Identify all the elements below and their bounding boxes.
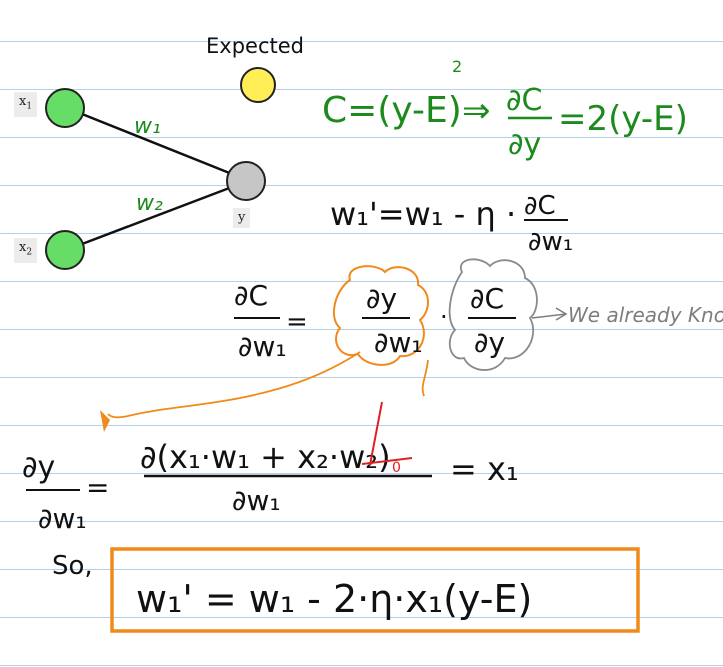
ruled-line	[0, 329, 723, 330]
ruled-line	[0, 41, 723, 42]
link-arrow-orange	[107, 351, 429, 419]
partial-c-text: ∂C	[470, 282, 504, 315]
result-formula: w₁' = w₁ - 2·η·x₁(y-E)	[136, 577, 532, 621]
ruled-line	[0, 665, 723, 666]
partial-w1-text: ∂w₁	[528, 227, 573, 257]
partial-w1-text: ∂w₁	[374, 326, 423, 359]
derivative-equation: ∂y ∂w₁ = ∂(x₁·w₁ + x₂·w₂) ∂w₁ 0 = x₁	[22, 401, 519, 535]
numerator-text: ∂(x₁·w₁ + x₂·w₂)	[140, 438, 391, 476]
input-node-x1[interactable]	[45, 88, 85, 128]
ruled-line	[0, 185, 723, 186]
implies-arrow: ⇒	[462, 91, 491, 131]
so-label: So,	[52, 551, 93, 581]
weight-label-w2: w₂	[136, 191, 163, 216]
edge-w1	[81, 112, 233, 176]
arrow-to-note	[531, 307, 568, 321]
ruled-line	[0, 521, 723, 522]
strike-line	[369, 401, 383, 466]
already-known-note: We already Know it	[568, 303, 723, 327]
highlight-cloud-orange	[332, 265, 429, 366]
partial-y-text: ∂y	[474, 326, 505, 359]
ruled-line	[0, 281, 723, 282]
update-rule: w₁'=w₁ - η · ∂C ∂w₁	[330, 191, 573, 257]
ruled-line	[0, 425, 723, 426]
strike-line	[361, 457, 413, 465]
partial-w1-text: ∂w₁	[238, 330, 287, 363]
expected-label: Expected	[206, 34, 304, 58]
ruled-line	[0, 473, 723, 474]
arrow-head-orange	[100, 410, 110, 432]
cost-definition-text: C=(y-E)	[322, 90, 462, 131]
ruled-line	[0, 569, 723, 570]
highlight-cloud-gray	[448, 258, 538, 371]
update-lhs-text: w₁'=w₁ - η ·	[330, 195, 516, 233]
output-node-y[interactable]	[226, 161, 266, 201]
ruled-line	[0, 233, 723, 234]
result-box	[110, 547, 640, 633]
partial-y-text: ∂y	[22, 450, 55, 485]
chain-rule: ∂C ∂w₁ = ∂y ∂w₁ · ∂C ∂y We already Know …	[234, 258, 723, 371]
partial-c-text: ∂C	[524, 191, 556, 221]
input-node-x2[interactable]	[45, 230, 85, 270]
partial-c-text: ∂C	[234, 279, 268, 312]
partial-w1-text: ∂w₁	[38, 502, 87, 535]
node-label-y: y	[233, 208, 251, 228]
zero-mark: 0	[392, 460, 401, 476]
partial-y-text: ∂y	[508, 127, 541, 162]
equals-sign: =	[286, 307, 308, 337]
partial-c-text: ∂C	[506, 83, 542, 118]
node-label-x1: x1	[14, 92, 38, 117]
exponent-text: 2	[452, 57, 462, 76]
partial-w1-text: ∂w₁	[232, 484, 281, 517]
node-label-x2: x2	[14, 238, 38, 263]
ruled-line	[0, 377, 723, 378]
dot-operator: ·	[440, 303, 448, 331]
weight-label-w1: w₁	[134, 114, 161, 139]
partial-y-text: ∂y	[366, 282, 397, 315]
equals-sign: =	[86, 471, 109, 504]
derivative-result-text: = x₁	[450, 450, 519, 488]
ruled-line	[0, 617, 723, 618]
cost-equation: C=(y-E) 2 ⇒ ∂C ∂y =2(y-E)	[322, 57, 688, 162]
ruled-line	[0, 89, 723, 90]
expected-node[interactable]	[240, 67, 276, 103]
edge-w2	[81, 185, 233, 246]
cost-derivative-text: =2(y-E)	[558, 99, 688, 139]
ruled-line	[0, 137, 723, 138]
